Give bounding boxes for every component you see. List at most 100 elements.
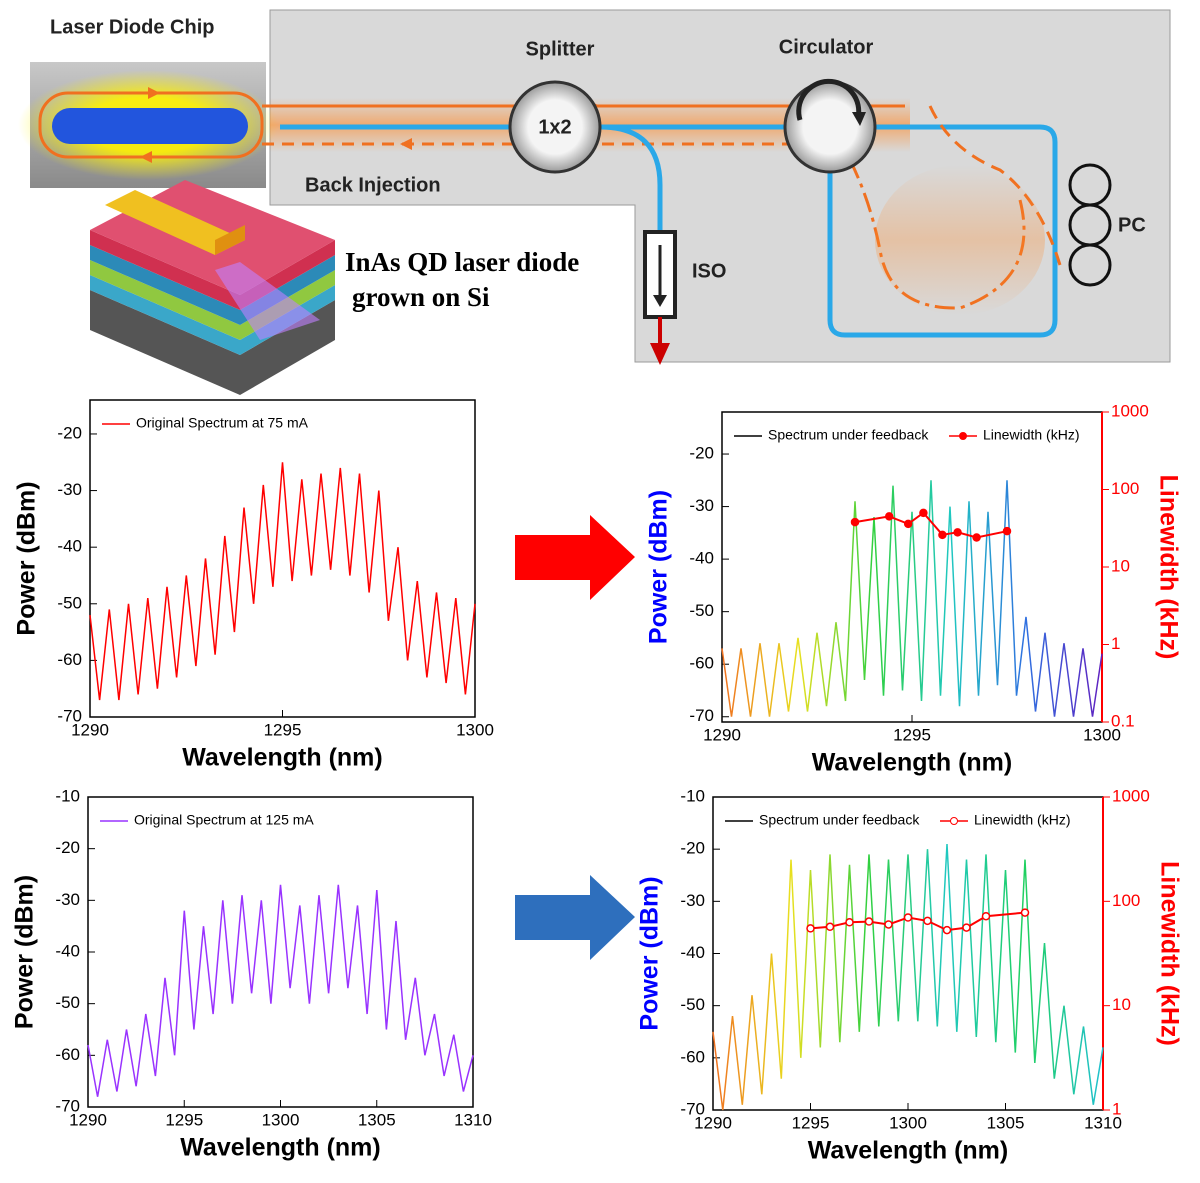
fiber [280, 124, 1058, 338]
y2-axis-label: Linewidth (kHz) [1155, 861, 1183, 1046]
y-axis-label: Power (dBm) [11, 875, 39, 1029]
arrow [852, 112, 866, 126]
legend-label: Linewidth (kHz) [974, 812, 1070, 828]
chart: -70 -60 -50 -40 -30 -20 -10 1290 1295 1300 1305 131… [636, 786, 1184, 1164]
series-line [721, 480, 1103, 717]
x-tick-label: 1300 [1083, 725, 1121, 744]
plot-frame [89, 399, 476, 718]
x-tick-label: 1295 [792, 1113, 830, 1132]
y2-tick-label: 100 [1112, 891, 1140, 910]
legend-label: Spectrum under feedback [768, 427, 929, 443]
device-label: grown on Si [352, 282, 490, 312]
device-3d [90, 180, 335, 395]
y-axis-label: Power (dBm) [13, 481, 41, 635]
series-line [854, 511, 1008, 539]
loop-glow [875, 165, 1045, 315]
circulator [783, 80, 877, 174]
marker [864, 917, 874, 926]
y-tick-label: -40 [57, 537, 82, 556]
x-axis-label: Wavelength (nm) [808, 1137, 1008, 1165]
y2-axis-label: Linewidth (kHz) [1154, 475, 1182, 660]
marker [850, 517, 860, 527]
y-tick-label: -30 [57, 480, 82, 499]
legend-marker [950, 817, 958, 825]
legend-label: Original Spectrum at 125 mA [134, 812, 314, 828]
x-tick-label: 1295 [264, 720, 302, 739]
y-tick-label: -30 [680, 891, 705, 910]
y2-tick-label: 100 [1111, 479, 1139, 498]
x-axis-label: Wavelength (nm) [812, 749, 1012, 777]
x-tick-label: 1290 [703, 725, 741, 744]
y-tick-label: -10 [680, 786, 705, 805]
legend-label: Spectrum under feedback [759, 812, 920, 828]
splitter-label: Splitter [526, 38, 595, 60]
y2-tick-label: 10 [1111, 556, 1130, 575]
y-tick-label: -70 [55, 1096, 80, 1115]
output-arrow [650, 343, 670, 365]
legend-label: Original Spectrum at 75 mA [136, 415, 309, 431]
y-axis-label: Power (dBm) [636, 876, 664, 1030]
marker [845, 918, 854, 927]
marker [962, 923, 971, 932]
marker [953, 528, 962, 537]
iso-label: ISO [692, 260, 726, 282]
x-tick-label: 1295 [165, 1110, 203, 1129]
plot-frame [87, 796, 474, 1108]
y-tick-label: -20 [680, 839, 705, 858]
y-tick-label: -70 [57, 706, 82, 725]
x-tick-label: 1305 [358, 1110, 396, 1129]
circulator-arrow [796, 78, 862, 121]
pc-loop [1068, 243, 1112, 287]
gain-region [52, 108, 248, 144]
series-line [89, 462, 476, 701]
series-line [712, 843, 1104, 1111]
y2-tick-label: 10 [1112, 995, 1131, 1014]
marker [884, 920, 893, 929]
x-axis-label: Wavelength (nm) [180, 1134, 380, 1162]
x-axis-label: Wavelength (nm) [182, 744, 382, 772]
x-tick-label: 1310 [1084, 1113, 1122, 1132]
legend-marker [959, 432, 967, 440]
y2-tick-label: 1000 [1111, 401, 1149, 420]
x-tick-label: 1290 [69, 1110, 107, 1129]
arrow [400, 138, 412, 150]
x-tick-label: 1290 [694, 1113, 732, 1132]
marker [923, 916, 932, 926]
pc-label: PC [1118, 214, 1146, 236]
plot-frame [721, 411, 1103, 723]
x-tick-label: 1305 [987, 1113, 1025, 1132]
y-tick-label: -30 [55, 890, 80, 909]
back-injection-label: Back Injection [305, 174, 441, 196]
y-tick-label: -70 [680, 1099, 705, 1118]
marker [806, 924, 815, 933]
y-tick-label: -60 [689, 654, 714, 673]
y2-tick-label: 0.1 [1111, 711, 1135, 730]
y-tick-label: -50 [55, 993, 80, 1012]
y-tick-label: -20 [55, 838, 80, 857]
y-tick-label: -20 [689, 444, 714, 463]
marker [938, 530, 947, 540]
y2-tick-label: 1 [1111, 634, 1120, 653]
chart: -70 -60 -50 -40 -30 -20 -10 1290 1295 1300 1305 131… [11, 786, 492, 1161]
y-tick-label: -30 [689, 496, 714, 515]
splitter [508, 80, 602, 174]
setup-diagram: Laser Diode Chip Splitter 1x2 Circulator… [18, 9, 1171, 395]
transition-arrow [515, 515, 635, 600]
loop-beam [928, 105, 1062, 266]
x-tick-label: 1300 [889, 1113, 927, 1132]
x-tick-label: 1295 [893, 725, 931, 744]
x-tick-label: 1300 [262, 1110, 300, 1129]
y-tick-label: -40 [689, 549, 714, 568]
y-tick-label: -20 [57, 423, 82, 442]
splitter-ratio: 1x2 [538, 116, 571, 138]
circulator-label: Circulator [779, 36, 874, 58]
device-label: InAs QD laser diode [345, 247, 579, 277]
y-tick-label: -40 [680, 943, 705, 962]
y2-tick-label: 1000 [1112, 786, 1150, 805]
fiber-branch [599, 124, 663, 235]
chip-label: Laser Diode Chip [50, 16, 214, 38]
marker [1002, 526, 1012, 536]
chart: -70 -60 -50 -40 -30 -20 1290 1295 1300 Wavelength… [13, 399, 494, 772]
